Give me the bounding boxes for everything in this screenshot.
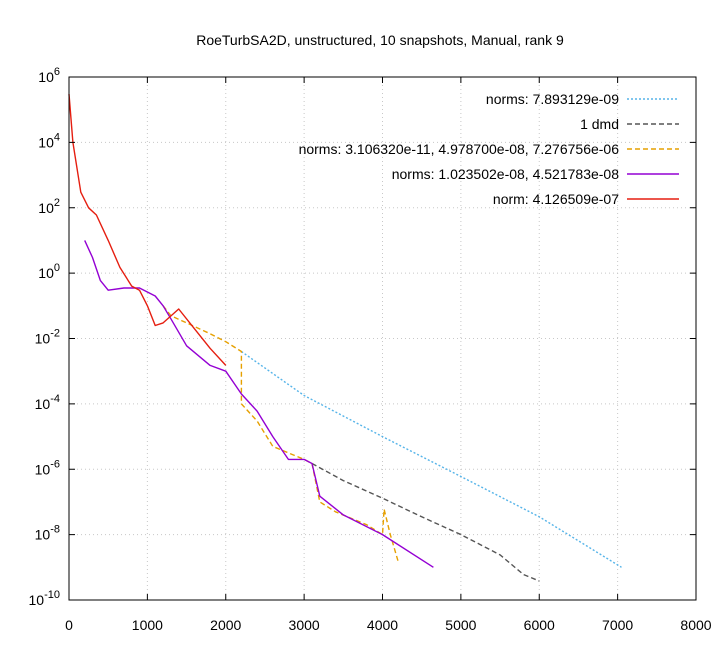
y-tick-label: 100: [38, 262, 60, 281]
series-line-2: [162, 305, 399, 562]
x-tick-label: 1000: [132, 617, 163, 633]
y-tick-label: 10-2: [35, 328, 60, 347]
y-tick-label: 106: [38, 66, 60, 85]
y-tick-label: 102: [38, 197, 60, 216]
series-line-4: [68, 94, 227, 366]
x-tick-label: 7000: [602, 617, 633, 633]
x-tick-label: 6000: [524, 617, 555, 633]
legend-label-0: norms: 7.893129e-09: [486, 91, 619, 107]
x-tick-label: 3000: [289, 617, 320, 633]
y-tick-label: 10-6: [35, 458, 60, 477]
legend: norms: 7.893129e-09 1 dmd norms: 3.106320e…: [299, 91, 679, 207]
x-tick-label: 5000: [445, 617, 476, 633]
series-line-0: [240, 350, 622, 568]
legend-label-4: norm: 4.126509e-07: [493, 191, 619, 207]
series-line-3: [84, 240, 434, 568]
chart-title: RoeTurbSA2D, unstructured, 10 snapshots,…: [196, 32, 564, 48]
axis-ticks: 0 1000 2000 3000 4000 5000 6000 7000 8000 106 104 1…: [29, 66, 712, 633]
legend-label-2: norms: 3.106320e-11, 4.978700e-08, 7.276…: [299, 141, 620, 157]
x-tick-label: 8000: [680, 617, 711, 633]
x-tick-label: 2000: [210, 617, 241, 633]
y-tick-label: 10-4: [35, 393, 60, 412]
y-tick-label: 10-8: [35, 524, 60, 543]
legend-label-3: norms: 1.023502e-08, 4.521783e-08: [392, 166, 619, 182]
y-tick-label: 10-10: [29, 589, 60, 608]
x-tick-label: 0: [65, 617, 73, 633]
y-tick-label: 104: [38, 131, 60, 150]
series-line-1: [311, 462, 540, 582]
legend-label-1: 1 dmd: [580, 116, 619, 132]
grid: [69, 77, 696, 600]
x-tick-label: 4000: [367, 617, 398, 633]
series-layer: [68, 94, 622, 582]
